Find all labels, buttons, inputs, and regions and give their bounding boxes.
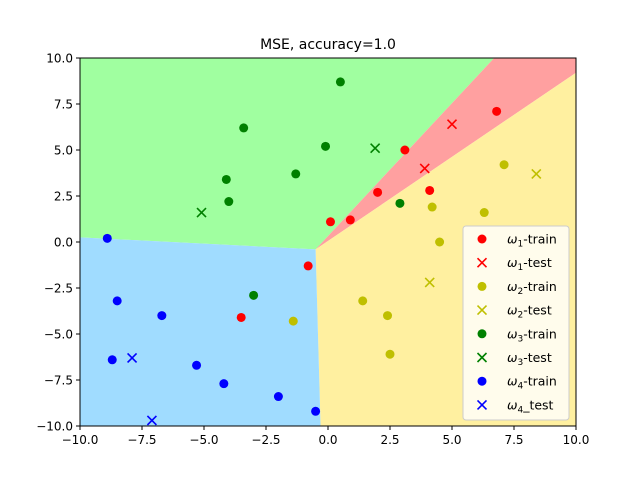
point-2-3 [435,237,445,247]
legend-entry: ω2-test [476,303,552,321]
point-5-1 [196,207,207,218]
point-0-0 [492,106,502,116]
point-0-4 [325,217,335,227]
legend: ω1-train ω1-test ω2-train ω2-test ω3-train ω3… [462,225,570,421]
y-tick-label: 10.0 [46,52,73,66]
point-4-1 [239,123,249,133]
point-6-0 [102,233,112,243]
legend-marker [477,329,487,339]
legend-entry: ω1-test [476,255,552,273]
y-axis-ticks: 10.0 7.5 5.0 2.5 0.0 −2.5 −5.0 −7.5 −10.0 [36,52,80,434]
point-6-5 [219,379,229,389]
region-omega4 [80,237,321,426]
region-omega1 [315,58,576,250]
x-tick-label: 7.5 [504,433,523,447]
point-6-3 [107,355,117,365]
decision-regions [80,58,576,426]
point-4-6 [395,198,405,208]
point-0-7 [236,312,246,322]
point-6-1 [112,296,122,306]
point-2-5 [383,311,393,321]
legend-marker [476,305,488,316]
point-0-6 [303,261,313,271]
point-3-0 [531,168,542,179]
legend-label: ω2-test [507,303,552,321]
chart-title: MSE, accuracy=1.0 [260,37,396,53]
x-tick-label: −5.0 [189,433,218,447]
point-2-2 [479,208,489,218]
x-tick-label: −7.5 [127,433,156,447]
legend-label: ω2-train [507,279,557,297]
data-points [102,77,542,426]
point-2-4 [358,296,368,306]
point-0-1 [400,145,410,155]
legend-entry: ω3-test [476,350,552,368]
point-2-0 [499,160,509,170]
legend-label: ω3-test [507,350,552,368]
x-tick-label: −10.0 [62,433,99,447]
point-0-2 [425,185,435,195]
y-tick-label: −7.5 [44,374,73,388]
legend-label: ω1-test [507,255,552,273]
y-tick-label: −2.5 [44,282,73,296]
point-1-1 [419,163,430,174]
legend-marker [476,257,488,268]
legend-marker [476,399,488,410]
y-tick-label: 5.0 [54,144,73,158]
legend-entry: ω1-train [477,232,557,250]
legend-label: ω4-train [507,374,557,392]
x-tick-label: 5.0 [442,433,461,447]
legend-frame [462,225,570,421]
legend-label: ω1-train [507,232,557,250]
legend-marker [476,352,488,363]
x-tick-label: 2.5 [380,433,399,447]
y-tick-label: 0.0 [54,236,73,250]
point-4-4 [221,174,231,184]
point-4-0 [335,77,345,87]
point-2-1 [427,202,437,212]
x-tick-label: −2.5 [251,433,280,447]
point-0-5 [345,215,355,225]
point-2-6 [288,316,298,326]
legend-marker [477,376,487,386]
legend-marker [477,281,487,291]
y-tick-label: −10.0 [36,420,73,434]
point-4-5 [224,197,234,207]
point-1-0 [446,119,458,130]
x-axis-ticks: −10.0 −7.5 −5.0 −2.5 0.0 2.5 5.0 7.5 10.0 [62,426,590,447]
legend-label: ω4_test [507,397,554,415]
legend-entry: ω4-train [477,374,557,392]
point-3-1 [424,277,435,288]
y-tick-label: −5.0 [44,328,73,342]
point-7-1 [146,415,157,426]
point-4-2 [321,141,331,151]
x-tick-label: 0.0 [318,433,337,447]
x-tick-label: 10.0 [563,433,590,447]
region-omega3 [80,58,495,250]
legend-entry: ω4_test [476,397,554,415]
legend-entry: ω2-train [477,279,557,297]
point-0-3 [373,187,383,197]
point-6-4 [192,360,202,370]
legend-marker [477,234,487,244]
point-4-3 [291,169,301,179]
y-tick-label: 7.5 [54,98,73,112]
point-7-0 [127,352,138,363]
point-6-6 [273,392,283,402]
point-6-2 [157,311,167,321]
point-4-7 [249,290,259,300]
legend-entry: ω3-train [477,326,557,344]
point-6-7 [311,406,321,416]
point-5-0 [370,143,381,154]
legend-label: ω3-train [507,326,557,344]
point-2-7 [385,349,395,359]
y-tick-label: 2.5 [54,190,73,204]
